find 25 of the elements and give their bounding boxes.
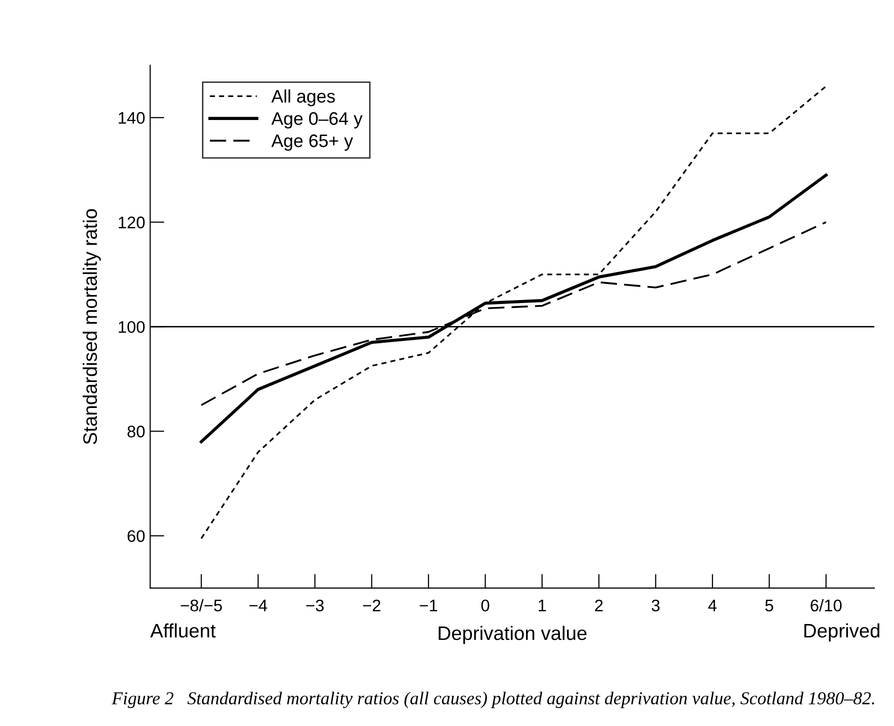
y-tick-label: 120 xyxy=(118,216,145,228)
y-tick-label: 140 xyxy=(118,112,145,124)
x-tick-label: 6/10 xyxy=(810,599,842,612)
x-tick-label: −8/−5 xyxy=(180,599,222,612)
x-tick-label: 5 xyxy=(765,600,774,612)
text: Deprived xyxy=(804,623,880,642)
x-tick-label: −3 xyxy=(306,600,324,612)
y-tick-label: 100 xyxy=(118,321,145,333)
x-tick-label: 0 xyxy=(481,600,490,612)
x-tick-label: 2 xyxy=(595,600,603,612)
y-axis-title: Standardised mortality ratio xyxy=(82,209,101,444)
legend-label: Age 65+ y xyxy=(271,134,354,151)
y-tick-label: 80 xyxy=(128,426,145,438)
x-tick-label: 1 xyxy=(538,600,546,612)
x-tick-label: −1 xyxy=(420,600,438,612)
text: Affluent xyxy=(150,623,216,638)
legend-label: All ages xyxy=(271,89,335,106)
legend-label: Age 0–64 y xyxy=(271,112,363,129)
x-tick-label: 4 xyxy=(708,600,717,612)
y-tick-label: 60 xyxy=(128,530,145,542)
caption: Figure 2 Standardised mortality ratios (all causes) plotted against deprivation value, Scotland 1980–82. xyxy=(112,692,874,708)
x-axis-title: Deprivation value xyxy=(438,626,587,644)
x-tick-label: −2 xyxy=(363,600,380,612)
x-tick-label: −4 xyxy=(249,600,268,612)
x-tick-label: 3 xyxy=(652,600,660,612)
